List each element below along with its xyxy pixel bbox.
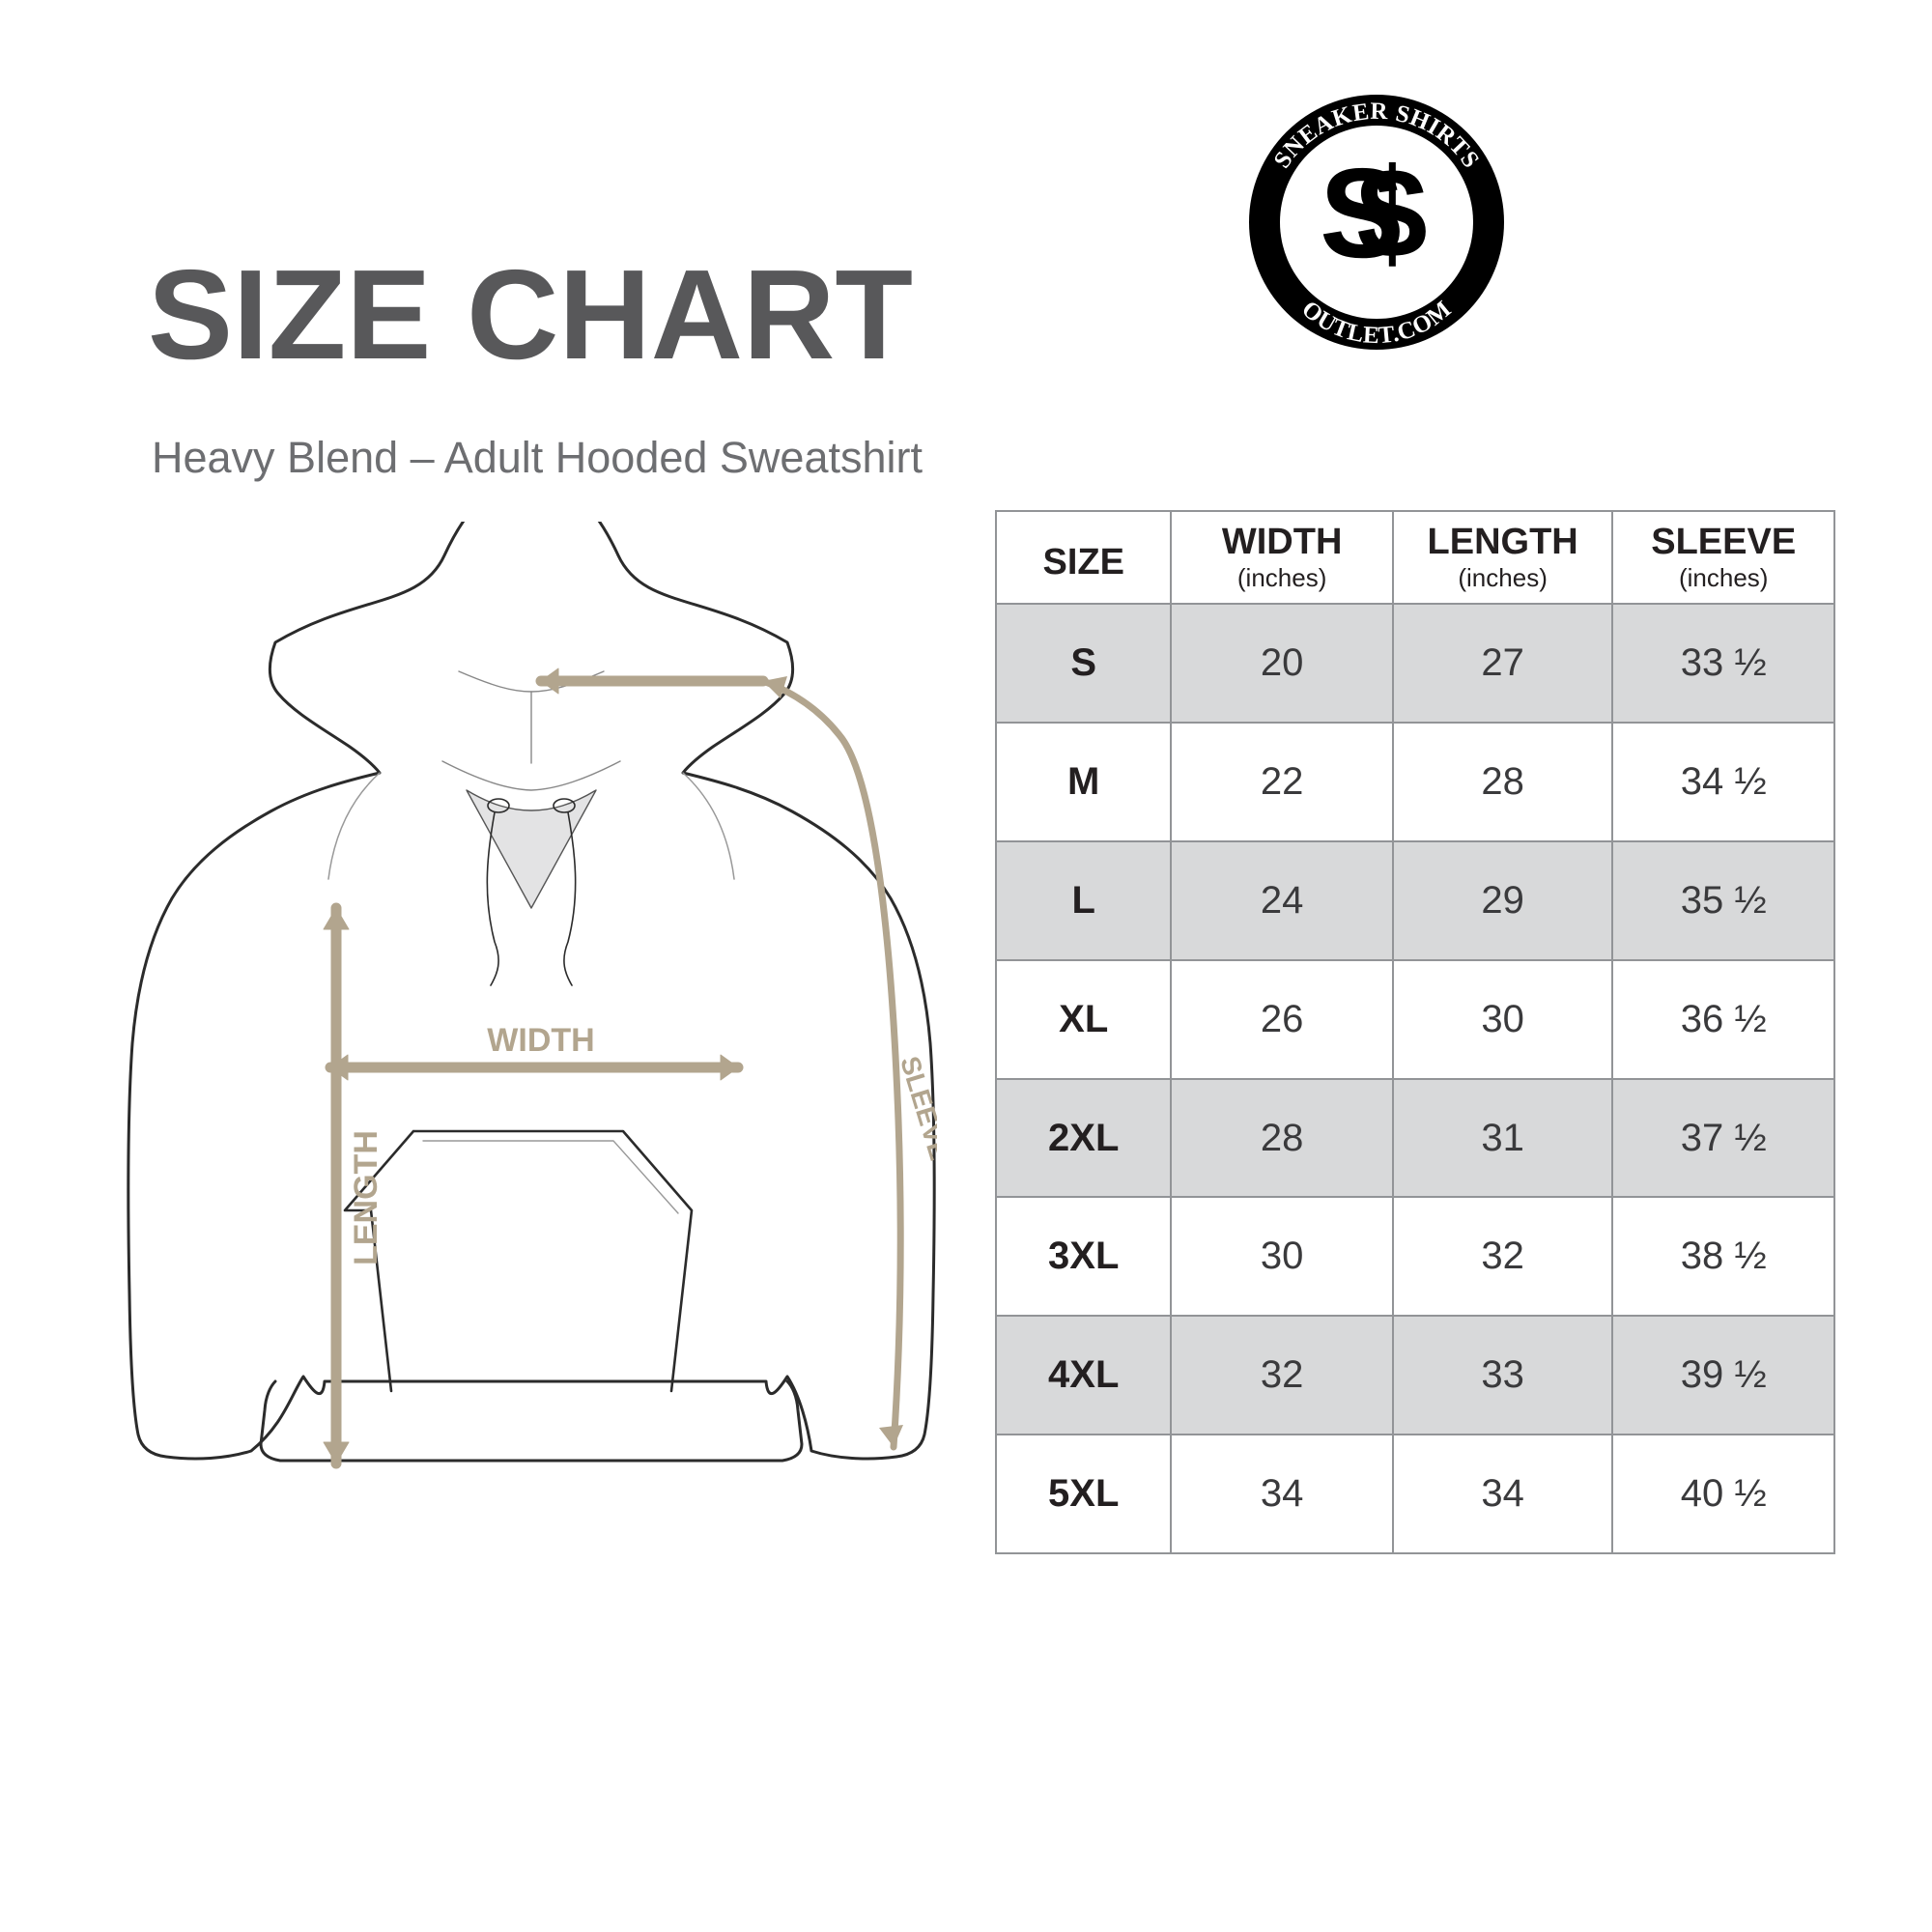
svg-text:$: $ bbox=[1356, 142, 1427, 284]
svg-text:LENGTH: LENGTH bbox=[348, 1130, 384, 1265]
svg-text:WIDTH: WIDTH bbox=[487, 1022, 594, 1059]
